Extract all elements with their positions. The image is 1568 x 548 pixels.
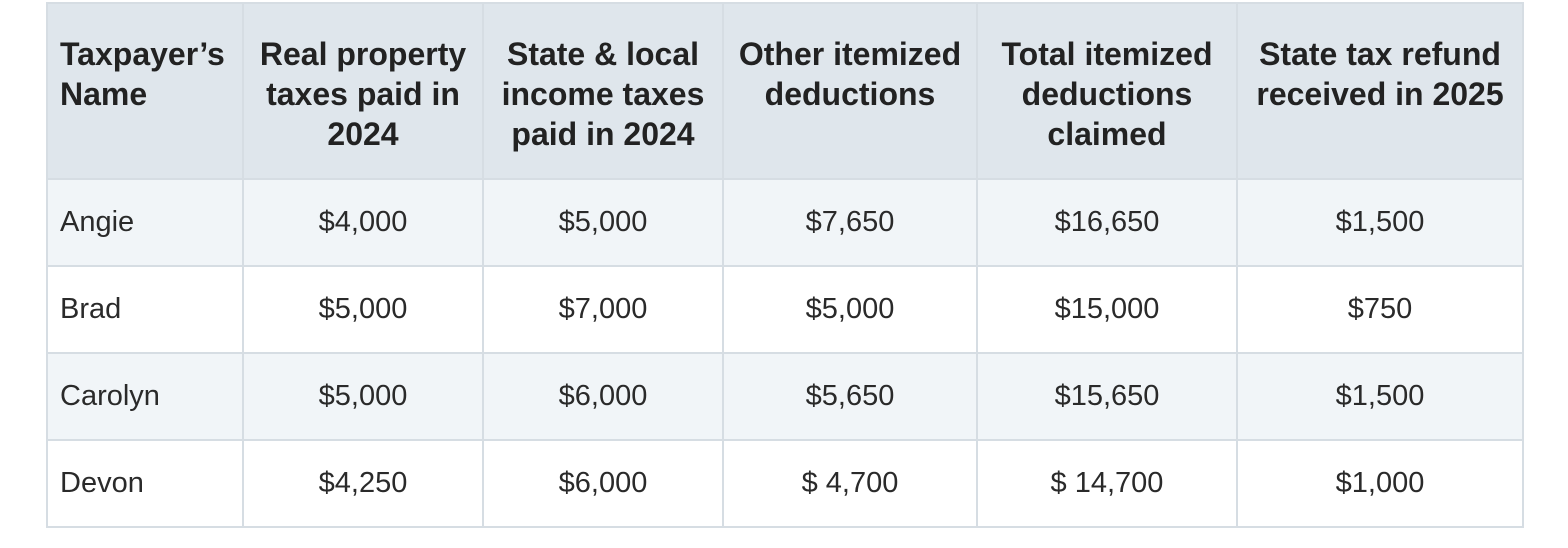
cell-other-itemized-deductions: $5,650 — [722, 352, 978, 441]
header-row: Taxpayer’s Name Real property taxes paid… — [46, 2, 1524, 180]
header-state-tax-refund: State tax refund received in 2025 — [1236, 2, 1524, 180]
cell-real-property-taxes: $4,000 — [242, 178, 484, 267]
cell-state-tax-refund: $1,500 — [1236, 178, 1524, 267]
table-header: Taxpayer’s Name Real property taxes paid… — [46, 2, 1524, 180]
cell-state-local-income-taxes: $6,000 — [482, 352, 724, 441]
cell-state-tax-refund: $750 — [1236, 265, 1524, 354]
table-body: Angie $4,000 $5,000 $7,650 $16,650 $1,50… — [46, 178, 1524, 528]
header-taxpayer-name: Taxpayer’s Name — [46, 2, 244, 180]
cell-taxpayer-name: Devon — [46, 439, 244, 528]
cell-other-itemized-deductions: $ 4,700 — [722, 439, 978, 528]
cell-total-itemized-deductions: $ 14,700 — [976, 439, 1238, 528]
cell-taxpayer-name: Brad — [46, 265, 244, 354]
cell-real-property-taxes: $4,250 — [242, 439, 484, 528]
table-row: Carolyn $5,000 $6,000 $5,650 $15,650 $1,… — [46, 352, 1524, 441]
cell-real-property-taxes: $5,000 — [242, 265, 484, 354]
header-real-property-taxes: Real property taxes paid in 2024 — [242, 2, 484, 180]
table-row: Angie $4,000 $5,000 $7,650 $16,650 $1,50… — [46, 178, 1524, 267]
cell-other-itemized-deductions: $7,650 — [722, 178, 978, 267]
cell-real-property-taxes: $5,000 — [242, 352, 484, 441]
cell-state-tax-refund: $1,000 — [1236, 439, 1524, 528]
tax-deduction-table: Taxpayer’s Name Real property taxes paid… — [46, 2, 1524, 528]
header-other-itemized-deductions: Other itemized deductions — [722, 2, 978, 180]
cell-total-itemized-deductions: $15,000 — [976, 265, 1238, 354]
cell-state-local-income-taxes: $5,000 — [482, 178, 724, 267]
table-row: Brad $5,000 $7,000 $5,000 $15,000 $750 — [46, 265, 1524, 354]
cell-other-itemized-deductions: $5,000 — [722, 265, 978, 354]
table-row: Devon $4,250 $6,000 $ 4,700 $ 14,700 $1,… — [46, 439, 1524, 528]
cell-state-local-income-taxes: $6,000 — [482, 439, 724, 528]
cell-total-itemized-deductions: $15,650 — [976, 352, 1238, 441]
cell-taxpayer-name: Carolyn — [46, 352, 244, 441]
cell-state-local-income-taxes: $7,000 — [482, 265, 724, 354]
header-state-local-income-taxes: State & local income taxes paid in 2024 — [482, 2, 724, 180]
cell-state-tax-refund: $1,500 — [1236, 352, 1524, 441]
cell-total-itemized-deductions: $16,650 — [976, 178, 1238, 267]
cell-taxpayer-name: Angie — [46, 178, 244, 267]
header-total-itemized-deductions: Total itemized deductions claimed — [976, 2, 1238, 180]
